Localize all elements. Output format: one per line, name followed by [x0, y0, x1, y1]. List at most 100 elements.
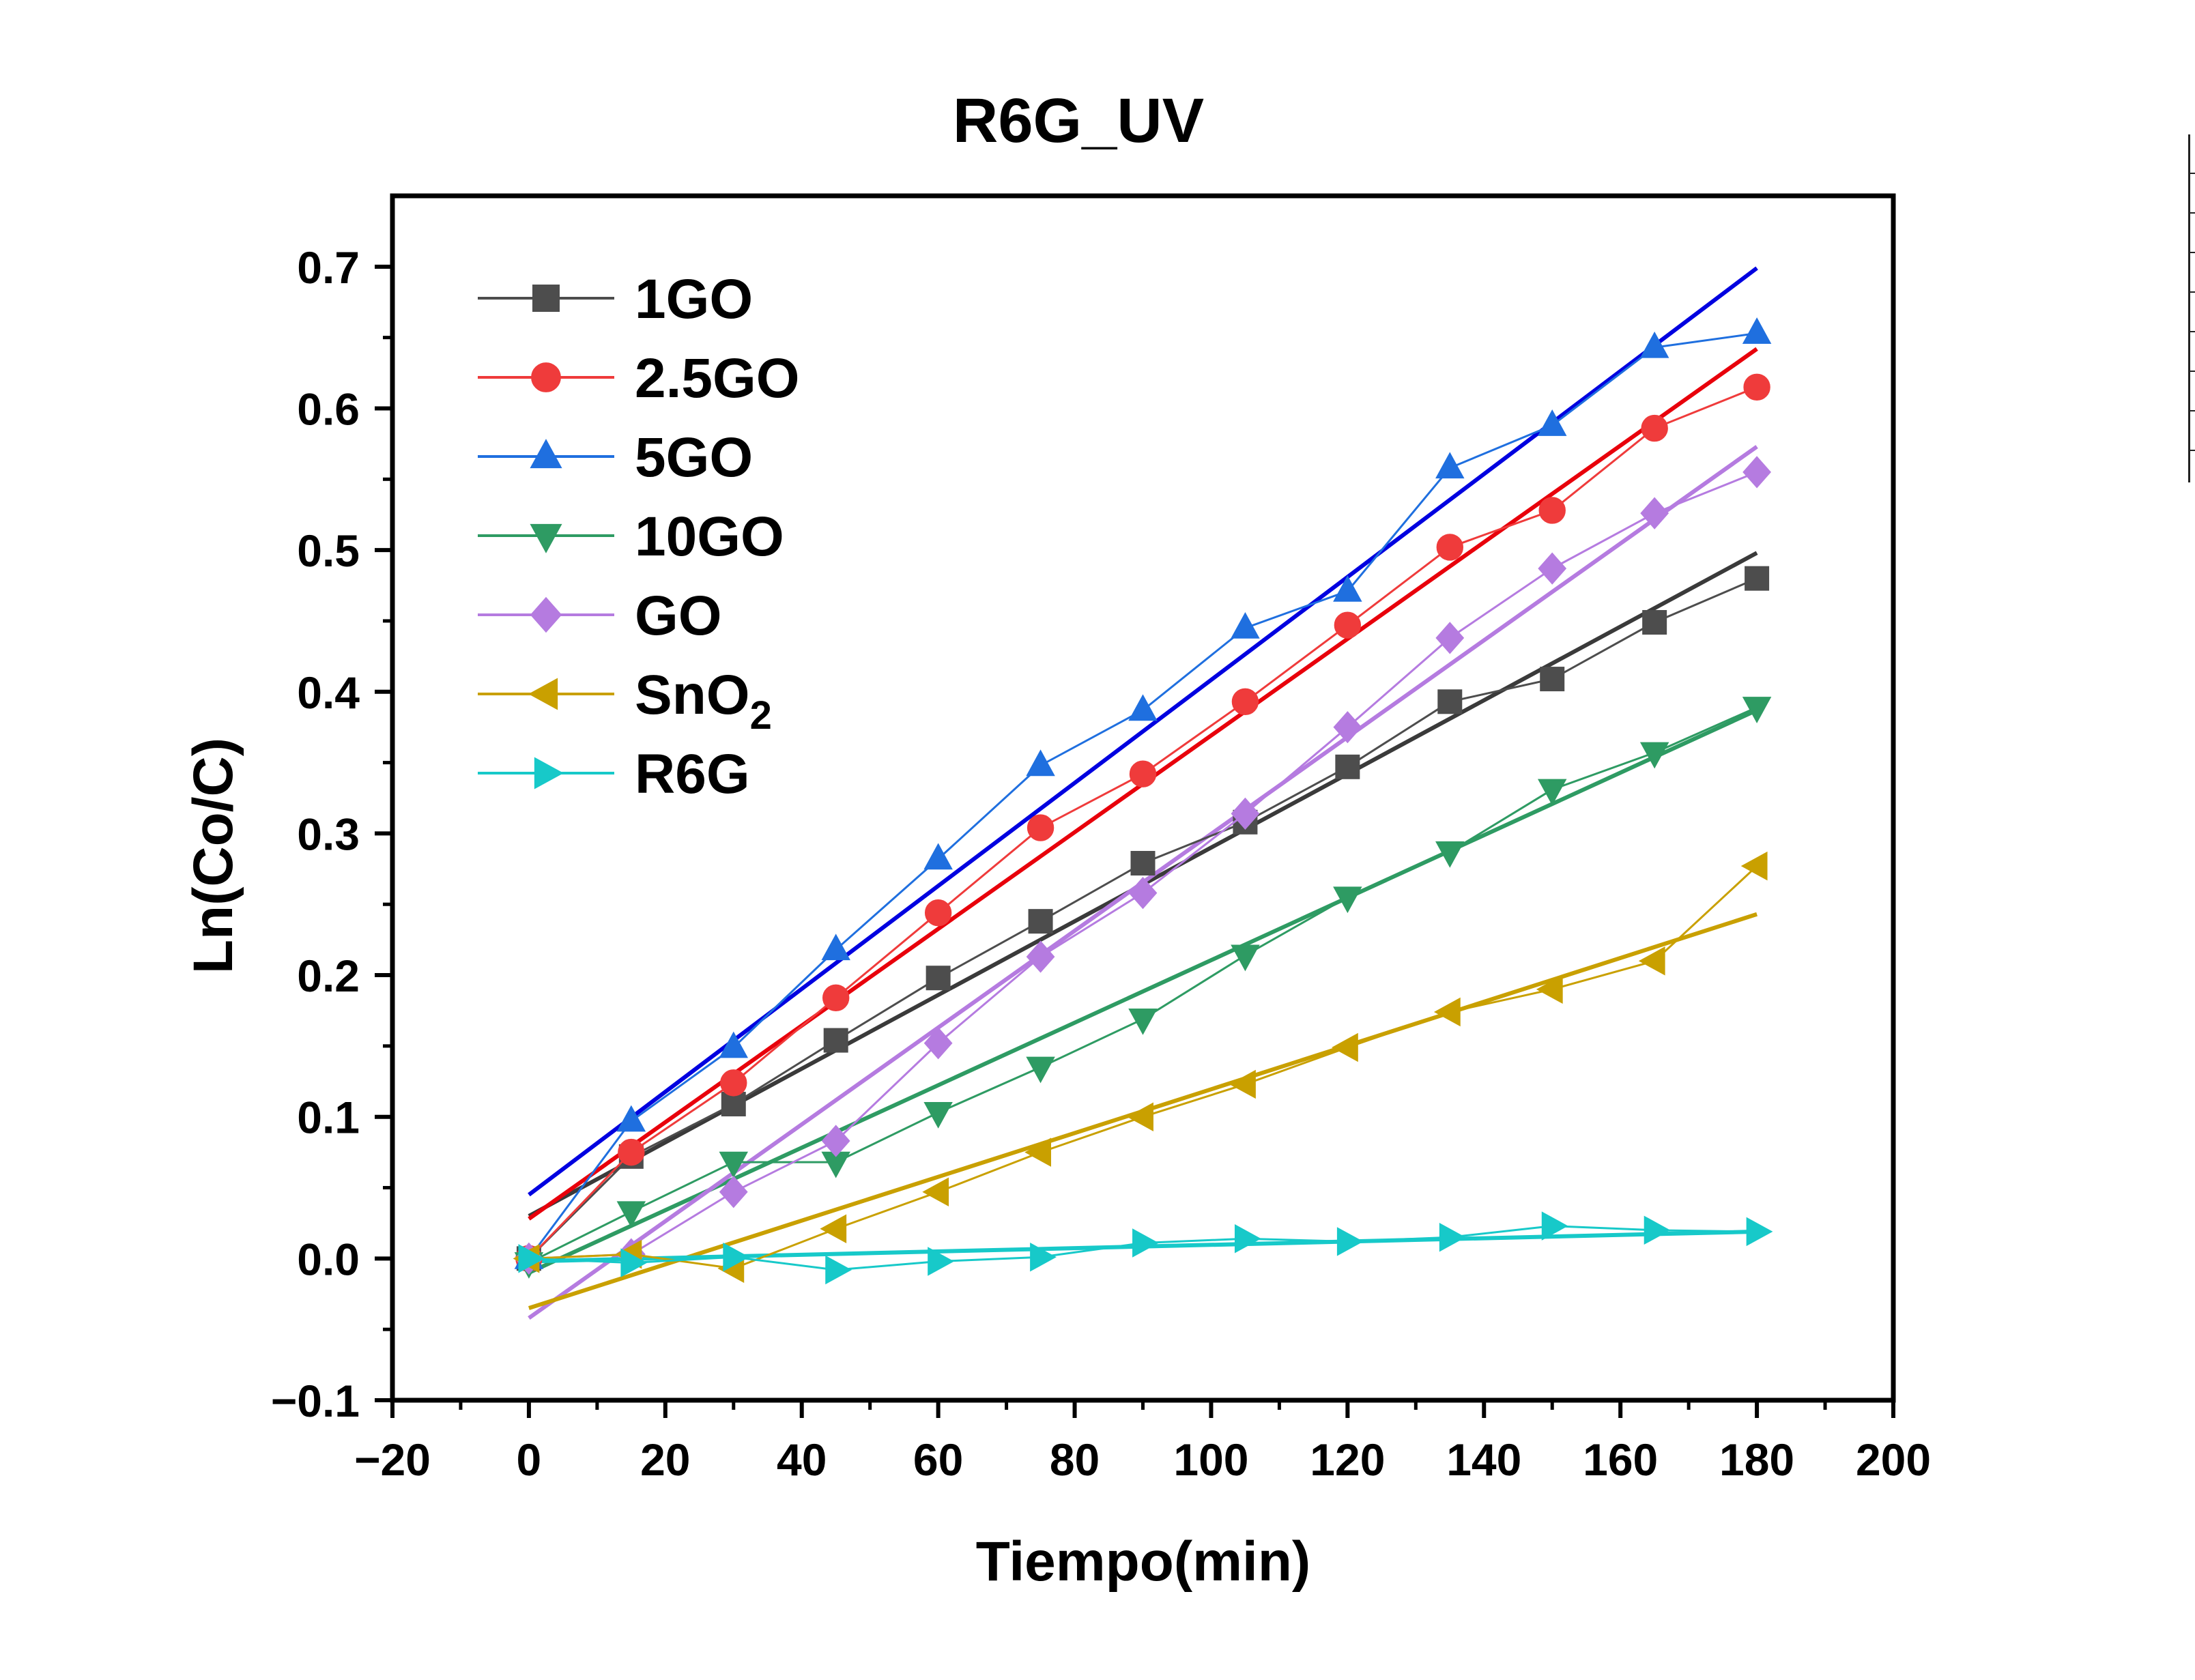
data-point	[823, 1028, 848, 1053]
legend-label: R6G	[635, 743, 750, 805]
y-tick-label: 0.5	[297, 525, 360, 576]
legend-item: 1GO	[478, 268, 753, 330]
data-point	[1231, 797, 1260, 830]
data-point	[1740, 851, 1768, 881]
x-tick-label: 40	[777, 1434, 827, 1485]
data-point	[1638, 946, 1665, 976]
data-point	[1026, 749, 1055, 777]
table-edge	[2188, 134, 2195, 482]
legend-marker	[528, 678, 558, 710]
data-point	[618, 1138, 645, 1166]
data-point	[1128, 1008, 1158, 1035]
y-tick-label: 0.0	[297, 1234, 360, 1284]
data-point	[923, 1027, 953, 1060]
data-point	[1333, 575, 1362, 602]
x-tick-label: 60	[913, 1434, 963, 1485]
x-tick-label: 100	[1173, 1434, 1248, 1485]
data-point	[1436, 534, 1463, 561]
data-point	[1030, 1243, 1057, 1272]
data-point	[926, 966, 951, 991]
data-point	[1229, 1069, 1256, 1099]
data-point	[825, 1255, 852, 1285]
data-point	[1026, 1056, 1055, 1084]
data-point	[923, 1102, 953, 1129]
data-point	[928, 1247, 954, 1276]
y-tick-label: 0.3	[297, 809, 360, 859]
data-point	[1742, 456, 1771, 489]
x-tick-label: 200	[1856, 1434, 1931, 1485]
x-axis-label: Tiempo(min)	[976, 1531, 1310, 1593]
legend-item: 2.5GO	[478, 347, 800, 409]
x-tick-label: 180	[1719, 1434, 1794, 1485]
data-point	[1334, 611, 1362, 639]
data-point	[1231, 611, 1260, 639]
chart-title: R6G_UV	[953, 86, 1204, 156]
y-tick-label: 0.4	[297, 667, 360, 718]
data-point	[1130, 851, 1156, 876]
data-point	[1640, 497, 1669, 530]
data-point	[1132, 1228, 1159, 1258]
x-tick-label: 20	[640, 1434, 690, 1485]
data-point	[1028, 909, 1053, 934]
legend-marker	[532, 285, 560, 312]
series-sno	[513, 851, 1768, 1284]
x-tick-label: 140	[1446, 1434, 1521, 1485]
y-tick-label: 0.7	[297, 242, 360, 293]
data-point	[1128, 694, 1158, 721]
legend-item: R6G	[478, 743, 750, 805]
legend-label-subscript: 2	[750, 693, 772, 738]
data-point	[1127, 1102, 1153, 1131]
legend-label: 1GO	[635, 268, 753, 330]
data-point	[1536, 974, 1563, 1004]
x-tick-label: 80	[1050, 1434, 1100, 1485]
x-tick-label: −20	[354, 1434, 431, 1485]
data-point	[820, 1214, 847, 1243]
data-point	[720, 1069, 747, 1097]
data-point	[1024, 1138, 1052, 1167]
plot-frame	[390, 193, 1896, 1403]
series-2-5go	[515, 373, 1770, 1273]
data-point	[1333, 886, 1362, 914]
y-axis-label: Ln(Co/C)	[182, 738, 244, 974]
y-tick-label: 0.1	[297, 1092, 360, 1143]
data-point	[1332, 1032, 1358, 1062]
data-point	[821, 933, 850, 961]
series-r6g	[518, 1211, 1773, 1285]
data-point	[1231, 944, 1260, 972]
legend-item: 5GO	[478, 426, 753, 489]
data-point	[1642, 610, 1667, 635]
data-point	[1437, 689, 1463, 714]
data-point	[1336, 1227, 1364, 1256]
data-point	[1742, 317, 1772, 344]
data-point	[922, 1177, 949, 1206]
data-point	[1027, 814, 1055, 841]
series-line	[528, 865, 1758, 1270]
data-point	[1537, 409, 1567, 436]
legend-label: 10GO	[635, 506, 784, 568]
data-point	[719, 1031, 749, 1058]
legend-label: 5GO	[635, 426, 753, 489]
data-point	[518, 1244, 545, 1273]
data-point	[1538, 497, 1566, 524]
series-5go	[514, 317, 1772, 1269]
legend-label: 2.5GO	[635, 347, 800, 409]
data-point	[1433, 997, 1461, 1027]
x-tick-label: 120	[1310, 1434, 1385, 1485]
legend-marker	[530, 439, 562, 469]
data-point	[1743, 373, 1770, 401]
data-point	[1026, 940, 1055, 973]
y-tick-label: 0.6	[297, 383, 360, 434]
data-point	[1234, 1224, 1261, 1254]
series-10go	[514, 697, 1772, 1279]
data-point	[1128, 877, 1158, 910]
legend-item: GO	[478, 585, 722, 647]
legend-item: 10GO	[478, 506, 784, 568]
data-point	[923, 843, 953, 870]
data-point	[723, 1243, 750, 1272]
data-point	[1639, 742, 1669, 769]
data-point	[719, 1151, 749, 1178]
data-point	[1231, 688, 1259, 716]
legend-item: SnO2	[478, 664, 772, 738]
